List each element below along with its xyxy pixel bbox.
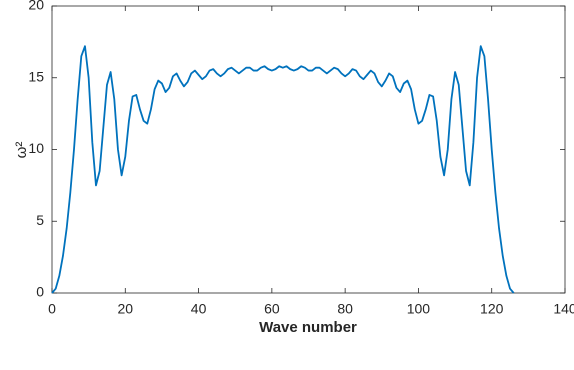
x-tick-label: 40 xyxy=(191,301,207,317)
x-tick-label: 100 xyxy=(407,301,431,317)
y-tick-label: 5 xyxy=(36,212,44,228)
x-tick-label: 60 xyxy=(264,301,280,317)
y-tick-label: 10 xyxy=(28,140,44,156)
x-tick-label: 80 xyxy=(337,301,353,317)
x-tick-label: 20 xyxy=(117,301,133,317)
y-tick-label: 15 xyxy=(28,68,44,84)
y-tick-label: 0 xyxy=(36,284,44,300)
x-axis-label: Wave number xyxy=(259,319,357,336)
plot-frame xyxy=(51,5,566,294)
y-tick-label: 20 xyxy=(28,0,44,13)
x-tick-label: 140 xyxy=(553,301,574,317)
y-axis-label: ω² xyxy=(13,142,30,159)
data-line xyxy=(51,45,515,294)
x-tick-label: 120 xyxy=(480,301,504,317)
x-tick-label: 0 xyxy=(48,301,56,317)
